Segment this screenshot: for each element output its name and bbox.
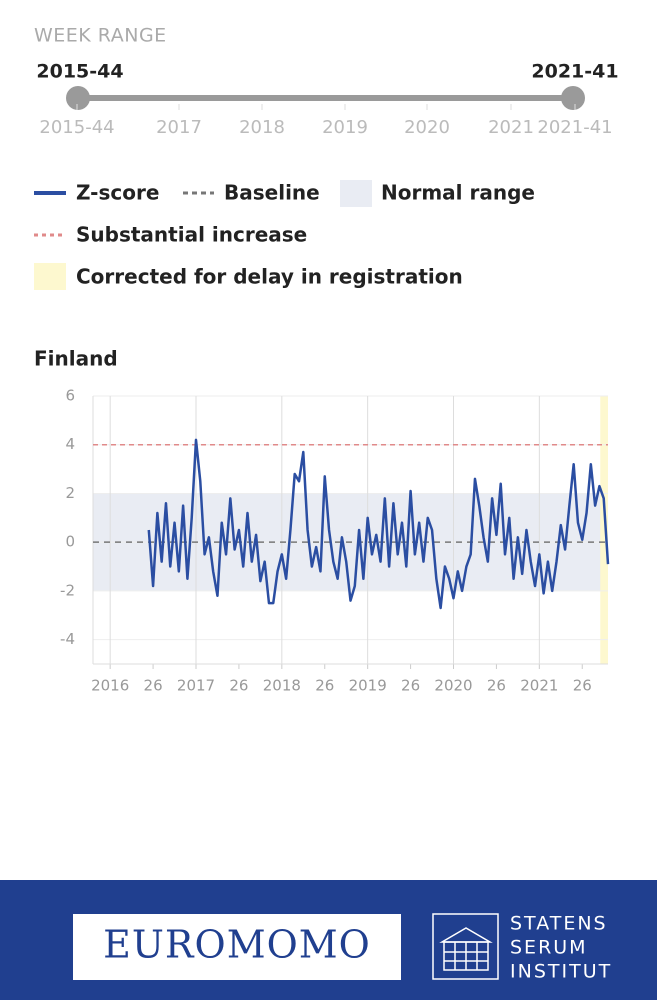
y-tick-label: 2: [65, 484, 75, 502]
x-tick-label: 2016: [91, 677, 129, 695]
x-tick-label: 2021: [520, 677, 558, 695]
slider-handle-end[interactable]: [561, 86, 585, 110]
x-tick-label: 26: [573, 677, 592, 695]
institute-icon: [432, 913, 499, 980]
x-tick-label: 26: [487, 677, 506, 695]
slider-tick-label: 2018: [239, 117, 285, 138]
y-tick-label: 6: [65, 387, 75, 405]
slider-ticks: 2015-44 2017 2018 2019 2020 2021 2021-41: [39, 104, 613, 138]
range-start: 2015-44: [36, 61, 123, 83]
y-tick-label: -2: [60, 581, 75, 599]
slider-tick-label: 2020: [404, 117, 450, 138]
slider-tick-label: 2021-41: [537, 117, 612, 138]
legend-normal: Normal range: [381, 181, 535, 205]
x-tick-label: 26: [315, 677, 334, 695]
week-range-label: WEEK RANGE: [34, 25, 167, 47]
legend-correction: Corrected for delay in registration: [76, 265, 463, 289]
z-score-line: [147, 438, 610, 610]
slider-tick-label: 2017: [156, 117, 202, 138]
x-tick-label: 26: [144, 677, 163, 695]
slider-handle-start[interactable]: [66, 86, 90, 110]
x-tick-label: 2017: [177, 677, 215, 695]
chart: -4 -2 0 2 4 6 2016 26 2017 26 2018 26 2019 26 2020 26 20…: [60, 387, 610, 695]
y-tick-label: 0: [65, 533, 75, 551]
institute-line-3: INSTITUT: [510, 961, 612, 983]
institute-line-1: STATENS: [510, 913, 608, 935]
chart-title: Finland: [34, 347, 118, 371]
x-tick-label: 2019: [349, 677, 387, 695]
correction-region: [600, 396, 608, 664]
legend-baseline: Baseline: [224, 181, 320, 205]
logo-text: EUROMOMO: [103, 923, 371, 967]
legend-threshold: Substantial increase: [76, 223, 307, 247]
x-tick-label: 2020: [434, 677, 472, 695]
x-tick-label: 26: [229, 677, 248, 695]
slider-tick-label: 2021: [488, 117, 534, 138]
slider-tick-label: 2019: [322, 117, 368, 138]
x-tick-label: 26: [401, 677, 420, 695]
y-tick-label: -4: [60, 630, 75, 648]
logo-box: [73, 914, 401, 980]
legend-zscore: Z-score: [76, 181, 159, 205]
range-end: 2021-41: [531, 61, 618, 83]
legend-correction-swatch: [34, 263, 66, 290]
slider-tick-label: 2015-44: [39, 117, 114, 138]
y-tick-label: 4: [65, 435, 75, 453]
legend-normal-swatch: [340, 180, 372, 207]
x-tick-label: 2018: [263, 677, 301, 695]
institute-line-2: SERUM: [510, 937, 588, 959]
